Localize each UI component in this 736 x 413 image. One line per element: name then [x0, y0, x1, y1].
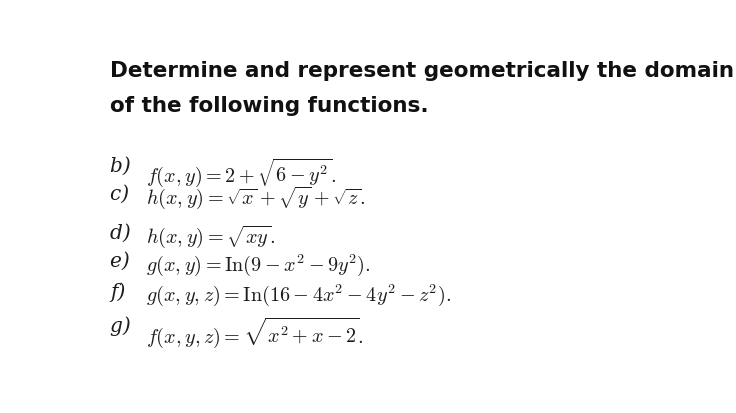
Text: b): b) — [110, 156, 141, 175]
Text: d): d) — [110, 223, 141, 242]
Text: c): c) — [110, 185, 140, 204]
Text: $f(x, y) = 2 + \sqrt{6 - y^2}.$: $f(x, y) = 2 + \sqrt{6 - y^2}.$ — [146, 156, 336, 188]
Text: e): e) — [110, 252, 140, 271]
Text: g): g) — [110, 315, 141, 335]
Text: Determine and represent geometrically the domain of each: Determine and represent geometrically th… — [110, 61, 736, 81]
Text: of the following functions.: of the following functions. — [110, 96, 429, 116]
Text: $g(x, y, z) =\mathrm{In}(16 - 4x^2 - 4y^2 - z^2).$: $g(x, y, z) =\mathrm{In}(16 - 4x^2 - 4y^… — [146, 282, 451, 307]
Text: $g(x, y) =\mathrm{In}(9 - x^2 - 9y^2).$: $g(x, y) =\mathrm{In}(9 - x^2 - 9y^2).$ — [146, 252, 371, 277]
Text: $h(x, y) = \sqrt{x} + \sqrt{y} + \sqrt{z}.$: $h(x, y) = \sqrt{x} + \sqrt{y} + \sqrt{z… — [146, 185, 366, 211]
Text: $h(x, y) = \sqrt{xy}.$: $h(x, y) = \sqrt{xy}.$ — [146, 223, 275, 249]
Text: f): f) — [110, 282, 135, 301]
Text: $f(x, y, z) = \sqrt{x^2 + x - 2}.$: $f(x, y, z) = \sqrt{x^2 + x - 2}.$ — [146, 315, 364, 349]
